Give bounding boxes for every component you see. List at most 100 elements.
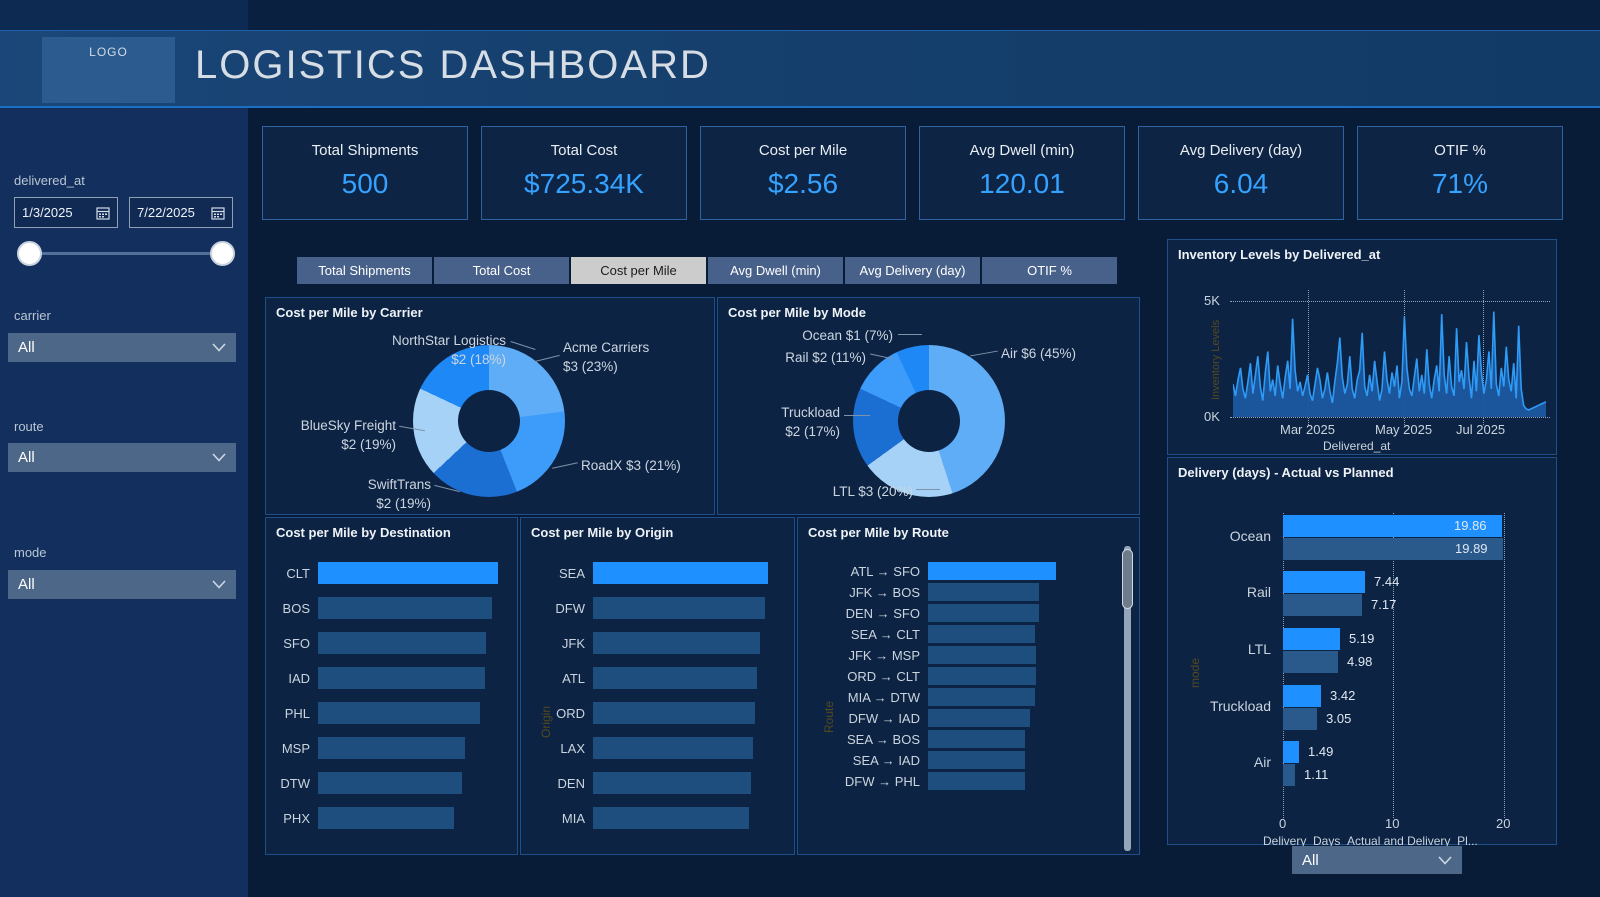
mode-dropdown[interactable]: All — [8, 570, 236, 599]
bar[interactable] — [593, 807, 749, 829]
bar-row[interactable]: JFK → BOS — [798, 583, 1114, 601]
bar[interactable] — [928, 688, 1035, 706]
bar-category-label: MIA — [561, 810, 585, 826]
bar-row[interactable]: JFK → MSP — [798, 646, 1114, 664]
delivery-category-label: LTL — [1247, 641, 1271, 657]
calendar-icon[interactable] — [96, 206, 110, 220]
bar-row[interactable]: DFW — [521, 597, 784, 619]
delivery-bar-planned[interactable] — [1283, 651, 1338, 673]
date-end-input[interactable]: 7/22/2025 — [129, 197, 233, 228]
delivery-bar-actual[interactable] — [1283, 571, 1365, 593]
bar[interactable] — [928, 730, 1025, 748]
bar-row[interactable]: SEA → BOS — [798, 730, 1114, 748]
panel-cost-per-mile-by-carrier: Cost per Mile by Carrier NorthStar Logis… — [265, 297, 715, 515]
delivery-bar-planned[interactable] — [1283, 594, 1362, 616]
bar-row[interactable]: ORD — [521, 702, 784, 724]
bar[interactable] — [593, 737, 753, 759]
delivery-bar-actual[interactable] — [1283, 628, 1340, 650]
bar-category-label: DFW — [555, 600, 585, 616]
bar[interactable] — [593, 632, 760, 654]
bar[interactable] — [318, 562, 498, 584]
bar-row[interactable]: CLT — [266, 562, 511, 584]
chevron-down-icon — [212, 453, 226, 462]
inventory-line-chart[interactable] — [1232, 293, 1547, 417]
scrollbar-thumb[interactable] — [1122, 549, 1133, 609]
delivery-bar-planned[interactable] — [1283, 708, 1317, 730]
bar[interactable] — [593, 667, 757, 689]
bar-row[interactable]: MIA — [521, 807, 784, 829]
bar[interactable] — [593, 772, 751, 794]
bar-row[interactable]: MSP — [266, 737, 511, 759]
bar-category-label: MIA → DTW — [847, 689, 920, 705]
bar-row[interactable]: ATL — [521, 667, 784, 689]
bar[interactable] — [928, 625, 1035, 643]
bar-row[interactable]: PHL — [266, 702, 511, 724]
bar[interactable] — [318, 807, 454, 829]
bar[interactable] — [593, 562, 768, 584]
bar[interactable] — [928, 604, 1039, 622]
tab-otif-[interactable]: OTIF % — [982, 257, 1117, 284]
bottom-mode-dropdown[interactable]: All — [1292, 846, 1462, 874]
bar[interactable] — [928, 772, 1025, 790]
bar-row[interactable]: JFK — [521, 632, 784, 654]
bar-row[interactable]: DFW → PHL — [798, 772, 1114, 790]
date-range-slider-handle-end[interactable] — [210, 241, 235, 266]
bar[interactable] — [593, 597, 765, 619]
bar[interactable] — [928, 583, 1039, 601]
delivery-category-label: Truckload — [1210, 698, 1271, 714]
bar-row[interactable]: SEA — [521, 562, 784, 584]
bar[interactable] — [928, 709, 1030, 727]
route-dropdown[interactable]: All — [8, 443, 236, 472]
calendar-icon[interactable] — [211, 206, 225, 220]
bar[interactable] — [928, 667, 1036, 685]
bar[interactable] — [318, 597, 492, 619]
bar-row[interactable]: LAX — [521, 737, 784, 759]
bar-row[interactable]: BOS — [266, 597, 511, 619]
bar[interactable] — [318, 772, 462, 794]
tab-avg-dwell-min-[interactable]: Avg Dwell (min) — [708, 257, 843, 284]
date-range-slider-track[interactable] — [28, 252, 224, 255]
gridline — [1504, 513, 1505, 818]
tab-cost-per-mile[interactable]: Cost per Mile — [571, 257, 706, 284]
bar-row[interactable]: DFW → IAD — [798, 709, 1114, 727]
delivery-bar-value: 7.17 — [1371, 597, 1397, 612]
bar[interactable] — [928, 646, 1036, 664]
delivery-bar-planned[interactable] — [1283, 764, 1295, 786]
delivery-bar-planned[interactable] — [1283, 538, 1503, 560]
kpi-label: Total Shipments — [311, 142, 419, 159]
date-range-slider-handle-start[interactable] — [17, 241, 42, 266]
bar-row[interactable]: IAD — [266, 667, 511, 689]
carrier-dropdown[interactable]: All — [8, 333, 236, 362]
bar[interactable] — [928, 562, 1056, 580]
bar-category-label: SEA → CLT — [850, 626, 920, 642]
tab-avg-delivery-day-[interactable]: Avg Delivery (day) — [845, 257, 980, 284]
delivery-bar-actual[interactable] — [1283, 685, 1321, 707]
carrier-filter-label: carrier — [14, 308, 51, 323]
tab-total-shipments[interactable]: Total Shipments — [297, 257, 432, 284]
panel-title: Cost per Mile by Destination — [276, 525, 451, 540]
date-start-input[interactable]: 1/3/2025 — [14, 197, 118, 228]
bar-row[interactable]: ORD → CLT — [798, 667, 1114, 685]
mode-donut-hole — [898, 390, 960, 452]
bar-row[interactable]: PHX — [266, 807, 511, 829]
filter-sidebar: delivered_at 1/3/2025 7/22/2025 carrier … — [0, 108, 248, 897]
bar[interactable] — [928, 751, 1025, 769]
delivery-bar-actual[interactable] — [1283, 515, 1502, 537]
kpi-label: Avg Dwell (min) — [969, 142, 1075, 159]
tab-total-cost[interactable]: Total Cost — [434, 257, 569, 284]
bar[interactable] — [318, 632, 486, 654]
bar[interactable] — [318, 702, 480, 724]
bar[interactable] — [318, 737, 465, 759]
scrollbar-track[interactable] — [1124, 546, 1131, 851]
bar[interactable] — [318, 667, 485, 689]
bar-row[interactable]: SFO — [266, 632, 511, 654]
bar-row[interactable]: ATL → SFO — [798, 562, 1114, 580]
bar-row[interactable]: DTW — [266, 772, 511, 794]
bar-row[interactable]: MIA → DTW — [798, 688, 1114, 706]
bar[interactable] — [593, 702, 755, 724]
bar-row[interactable]: DEN — [521, 772, 784, 794]
bar-row[interactable]: SEA → CLT — [798, 625, 1114, 643]
bar-row[interactable]: SEA → IAD — [798, 751, 1114, 769]
bar-row[interactable]: DEN → SFO — [798, 604, 1114, 622]
delivery-bar-actual[interactable] — [1283, 741, 1299, 763]
